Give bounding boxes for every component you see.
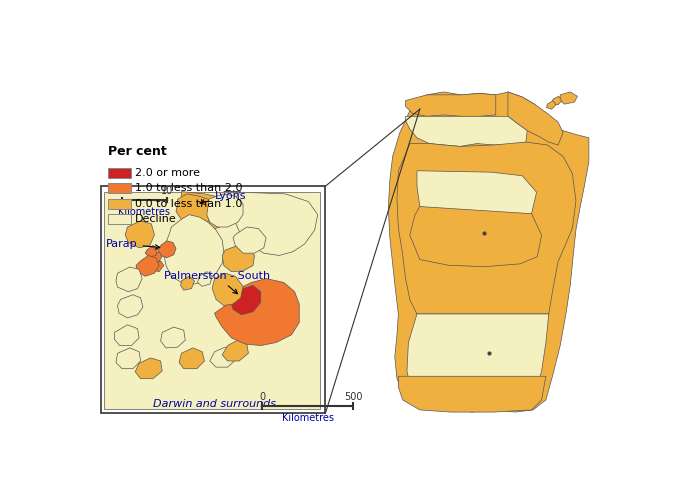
Text: 1.0 to less than 2.0: 1.0 to less than 2.0 — [135, 183, 243, 193]
Polygon shape — [405, 94, 496, 116]
Bar — [108, 214, 131, 224]
Polygon shape — [114, 325, 139, 346]
Text: 0: 0 — [119, 186, 125, 196]
Text: Darwin and surrounds: Darwin and surrounds — [153, 399, 276, 409]
Polygon shape — [116, 348, 141, 369]
Bar — [108, 168, 131, 178]
Polygon shape — [212, 273, 243, 306]
Polygon shape — [388, 92, 589, 412]
Polygon shape — [118, 295, 143, 318]
Polygon shape — [224, 192, 318, 255]
Polygon shape — [160, 327, 185, 348]
Polygon shape — [508, 92, 563, 145]
Polygon shape — [560, 92, 577, 104]
Polygon shape — [187, 201, 205, 222]
Polygon shape — [214, 278, 299, 346]
Polygon shape — [405, 116, 527, 146]
Polygon shape — [547, 101, 556, 109]
Polygon shape — [410, 206, 541, 267]
Bar — [108, 183, 131, 193]
Text: 0.0 to less than 1.0: 0.0 to less than 1.0 — [135, 199, 243, 208]
Polygon shape — [398, 376, 546, 412]
Polygon shape — [417, 171, 537, 216]
Polygon shape — [125, 221, 154, 248]
Polygon shape — [153, 261, 164, 272]
Polygon shape — [136, 255, 159, 276]
Text: Kilometres: Kilometres — [118, 207, 171, 217]
Text: Parap: Parap — [106, 239, 160, 249]
Polygon shape — [158, 241, 176, 258]
Polygon shape — [152, 252, 162, 263]
Polygon shape — [179, 348, 205, 369]
Text: Lyons: Lyons — [200, 191, 246, 204]
Polygon shape — [181, 276, 194, 290]
Polygon shape — [146, 245, 158, 257]
Text: 0: 0 — [259, 392, 265, 402]
Text: Per cent: Per cent — [108, 145, 167, 158]
Bar — [108, 199, 131, 208]
Polygon shape — [222, 340, 248, 361]
Polygon shape — [105, 192, 320, 409]
Text: 2.0 or more: 2.0 or more — [135, 168, 200, 178]
Polygon shape — [397, 142, 576, 314]
Polygon shape — [222, 245, 254, 272]
Polygon shape — [552, 96, 562, 105]
Bar — [101, 186, 326, 413]
Text: 10: 10 — [160, 186, 173, 196]
Polygon shape — [164, 215, 224, 284]
Polygon shape — [176, 194, 214, 226]
Polygon shape — [198, 272, 212, 286]
Text: 500: 500 — [344, 392, 362, 402]
Polygon shape — [182, 192, 230, 230]
Polygon shape — [231, 286, 260, 315]
Polygon shape — [233, 227, 266, 253]
Polygon shape — [135, 358, 162, 379]
Text: Palmerston - South: Palmerston - South — [164, 271, 270, 294]
Polygon shape — [407, 314, 549, 410]
Polygon shape — [210, 347, 236, 367]
Bar — [101, 186, 326, 413]
Polygon shape — [116, 267, 142, 292]
Text: Kilometres: Kilometres — [282, 413, 334, 423]
Polygon shape — [207, 194, 243, 227]
Text: Decline: Decline — [135, 214, 177, 224]
